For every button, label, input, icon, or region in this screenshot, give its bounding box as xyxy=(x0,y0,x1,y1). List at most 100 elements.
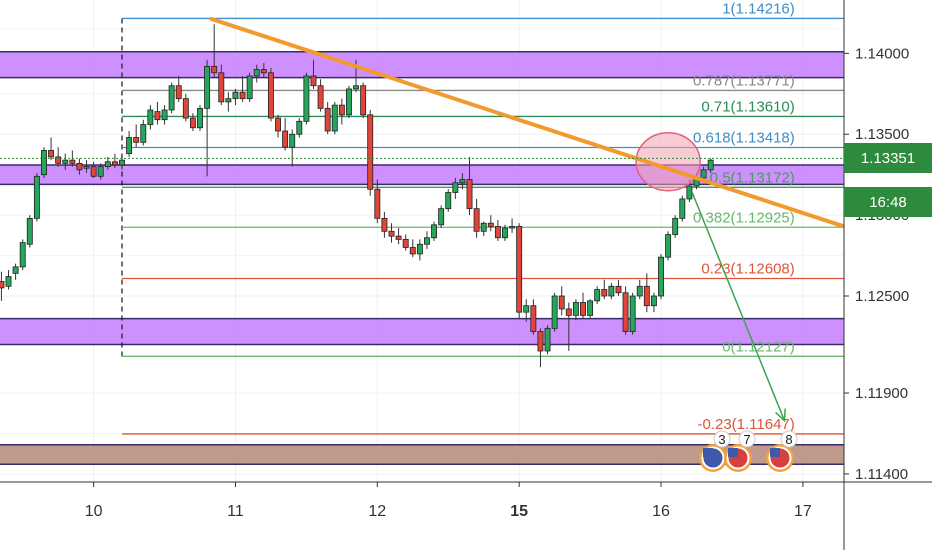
candle-body xyxy=(686,185,693,200)
candle-body xyxy=(679,198,686,219)
fib-level-label: 0.787(1.13771) xyxy=(693,72,795,89)
candle-body xyxy=(509,226,516,229)
event-badge xyxy=(713,430,731,448)
candle-body xyxy=(558,295,565,310)
candle-body xyxy=(296,120,303,135)
candle-body xyxy=(452,182,459,193)
candle-body xyxy=(182,98,189,119)
candle-body xyxy=(175,85,182,100)
event-flag-icon xyxy=(703,448,713,457)
candle-body xyxy=(275,117,281,132)
candle-body xyxy=(388,230,395,237)
candle-body xyxy=(282,130,289,148)
candle-body xyxy=(140,124,147,143)
candle-body xyxy=(26,217,33,245)
candle-body xyxy=(608,285,615,297)
event-flag-icon xyxy=(770,448,780,457)
candle-body xyxy=(374,188,381,219)
event-badge xyxy=(738,430,756,448)
highlight-circle xyxy=(635,131,701,192)
fib-level-label: 0.23(1.12608) xyxy=(701,261,794,278)
fib-level-label: -0.23(1.11647) xyxy=(697,416,794,433)
candle-body xyxy=(629,295,636,332)
candle-body xyxy=(672,217,679,235)
fib-level-label: 0.382(1.12925) xyxy=(693,209,795,226)
candle-body xyxy=(494,226,501,239)
event-badge xyxy=(780,430,798,448)
candle-body xyxy=(353,85,359,90)
candle-body xyxy=(232,91,239,100)
candle-body xyxy=(537,331,544,352)
candle-body xyxy=(267,72,274,119)
event-flag-icon xyxy=(728,448,738,457)
candle-body xyxy=(502,227,508,239)
price-axis-label: 1.12500 xyxy=(855,288,909,305)
bar-countdown-tag: 16:48 xyxy=(844,187,932,218)
candle-body xyxy=(381,217,388,232)
candle-body xyxy=(204,65,211,109)
candle-body xyxy=(416,243,423,255)
candle-body xyxy=(487,222,494,227)
time-axis-label: 16 xyxy=(652,503,670,520)
candle-body xyxy=(303,75,310,122)
fib-level-label: 0.618(1.13418) xyxy=(693,130,795,147)
candle-body xyxy=(5,276,12,287)
candle-body xyxy=(111,161,118,166)
candle-body xyxy=(225,98,232,103)
candle-body xyxy=(360,85,367,116)
candle-body xyxy=(530,305,537,332)
candle-body xyxy=(516,226,523,313)
sr-zone xyxy=(0,51,844,78)
candle-body xyxy=(41,150,47,176)
time-axis-label: 10 xyxy=(85,503,103,520)
candle-body xyxy=(331,104,338,132)
trendline xyxy=(209,16,845,229)
candle-body xyxy=(707,159,714,171)
candle-body xyxy=(615,285,622,294)
candle-body xyxy=(97,166,104,177)
candle-body xyxy=(580,302,586,316)
candle-body xyxy=(211,65,218,74)
candle-body xyxy=(19,242,26,268)
price-axis-label: 1.13500 xyxy=(855,126,909,143)
candle-body xyxy=(62,159,69,164)
candle-body xyxy=(395,235,402,240)
fib-level-label: 0.5(1.13172) xyxy=(710,169,795,186)
candle-body xyxy=(317,85,324,109)
candle-body xyxy=(168,85,175,111)
candle-body xyxy=(459,179,466,184)
candle-body xyxy=(33,175,40,219)
candle-body xyxy=(445,192,452,210)
candle-body xyxy=(523,305,530,313)
candle-body xyxy=(289,133,296,148)
price-axis-label: 1.11400 xyxy=(855,466,908,483)
candle-body xyxy=(636,285,643,297)
candle-body xyxy=(409,247,416,255)
candle-body xyxy=(104,161,111,167)
sr-zone xyxy=(0,444,844,465)
candle-body xyxy=(161,109,168,121)
candle-body xyxy=(473,208,480,232)
candle-body xyxy=(345,88,352,116)
candle-body xyxy=(126,137,133,155)
event-count-label: 8 xyxy=(785,432,792,447)
sr-zone xyxy=(0,318,844,345)
fib-level-label: 0(1.12127) xyxy=(722,338,795,355)
event-count-label: 7 xyxy=(743,432,750,447)
projection-arrow-head xyxy=(775,408,786,423)
candle-body xyxy=(587,300,594,316)
candle-body xyxy=(218,72,225,103)
candle-body xyxy=(246,75,253,100)
fib-level-label: 1(1.14216) xyxy=(722,0,795,17)
candle-body xyxy=(76,162,83,171)
candle-body xyxy=(572,302,579,316)
sr-zone xyxy=(0,164,844,185)
candle-body xyxy=(83,166,90,169)
candle-body xyxy=(147,109,154,125)
candle-body xyxy=(438,208,445,226)
candle-body xyxy=(253,69,260,77)
candle-body xyxy=(48,150,55,158)
candle-body xyxy=(367,114,374,190)
